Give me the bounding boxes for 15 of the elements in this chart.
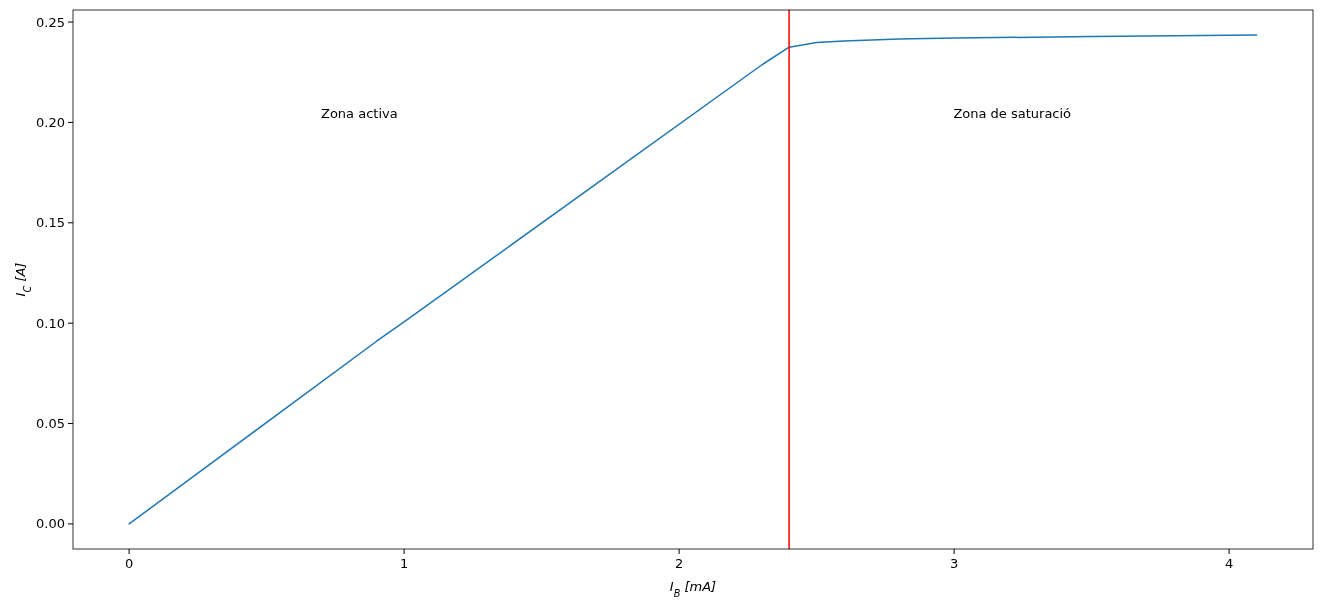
x-tick-label: 3 [949, 556, 959, 571]
x-tick-label: 1 [399, 556, 409, 571]
y-tick-label: 0.25 [36, 14, 65, 30]
x-axis-title: I$_{B}$ [mA] [669, 579, 717, 599]
y-tick-label: 0.05 [36, 416, 65, 432]
x-tick-label: 0 [124, 556, 134, 571]
x-tick-label: 4 [1224, 556, 1234, 571]
y-tick-label: 0.15 [36, 215, 65, 231]
line-series [128, 34, 1258, 525]
y-tick-label: 0.20 [36, 114, 65, 130]
annotation: Zona activa [321, 105, 398, 121]
annotation: Zona de saturació [953, 105, 1072, 121]
y-tick-label: 0.10 [36, 315, 65, 331]
y-tick-label: 0.00 [36, 516, 65, 532]
x-tick-label: 2 [674, 556, 684, 571]
